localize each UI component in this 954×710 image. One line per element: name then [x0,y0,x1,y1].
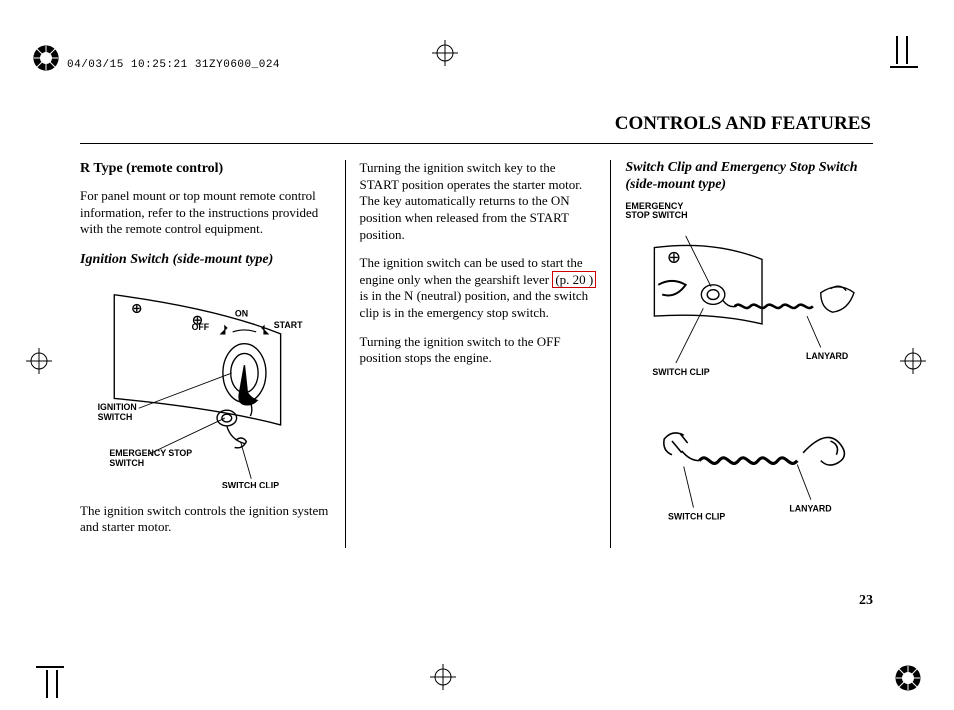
header-stamp: 04/03/15 10:25:21 31ZY0600_024 [67,59,280,71]
ignition-switch-figure: ON OFF START IGNITIONSWITCH EMERGENCY ST… [80,283,331,489]
col1-subheading: Ignition Switch (side-mount type) [80,252,331,269]
page-title: CONTROLS AND FEATURES [80,113,873,144]
switch-clip-figure-2: SWITCH CLIP LANYARD [625,398,873,525]
radial-mark-top-left [28,40,64,76]
reg-mark-top [430,38,460,68]
svg-text:START: START [274,320,303,330]
svg-text:ON: ON [235,308,248,318]
reg-mark-right [898,346,928,376]
radial-mark-bottom-right [890,660,926,696]
label-ignition-switch: IGNITIONSWITCH [98,402,137,422]
col1-p1: For panel mount or top mount remote cont… [80,188,331,238]
crop-bottom-left [36,652,82,698]
reg-mark-left [24,346,54,376]
svg-text:SWITCH CLIP: SWITCH CLIP [668,511,725,521]
page-content: CONTROLS AND FEATURES R Type (remote con… [80,113,873,609]
column-3: Switch Clip and Emergency Stop Switch (s… [611,160,873,548]
column-1: R Type (remote control) For panel mount … [80,160,345,548]
col2-p1: Turning the ignition switch key to the S… [360,160,597,243]
col2-p3: Turning the ignition switch to the OFF p… [360,334,597,367]
svg-text:OFF: OFF [192,322,210,332]
svg-text:LANYARD: LANYARD [790,503,832,513]
page-reference-link[interactable]: (p. 20 ) [552,271,596,288]
label-estop-top: EMERGENCYSTOP SWITCH [625,202,873,221]
crop-top-right [872,36,918,82]
label-switch-clip: SWITCH CLIP [222,480,279,488]
svg-text:LANYARD: LANYARD [806,352,848,362]
label-emergency-stop: EMERGENCY STOPSWITCH [109,448,192,468]
col2-p2: The ignition switch can be used to start… [360,255,597,322]
reg-mark-bottom [428,662,458,692]
svg-text:SWITCH CLIP: SWITCH CLIP [653,367,710,377]
switch-clip-figure-1: SWITCH CLIP LANYARD [625,230,873,377]
col3-subheading: Switch Clip and Emergency Stop Switch (s… [625,160,873,194]
col1-p2: The ignition switch controls the ignitio… [80,503,331,536]
page-number: 23 [859,593,873,609]
column-2: Turning the ignition switch key to the S… [345,160,612,548]
col1-heading: R Type (remote control) [80,160,331,178]
